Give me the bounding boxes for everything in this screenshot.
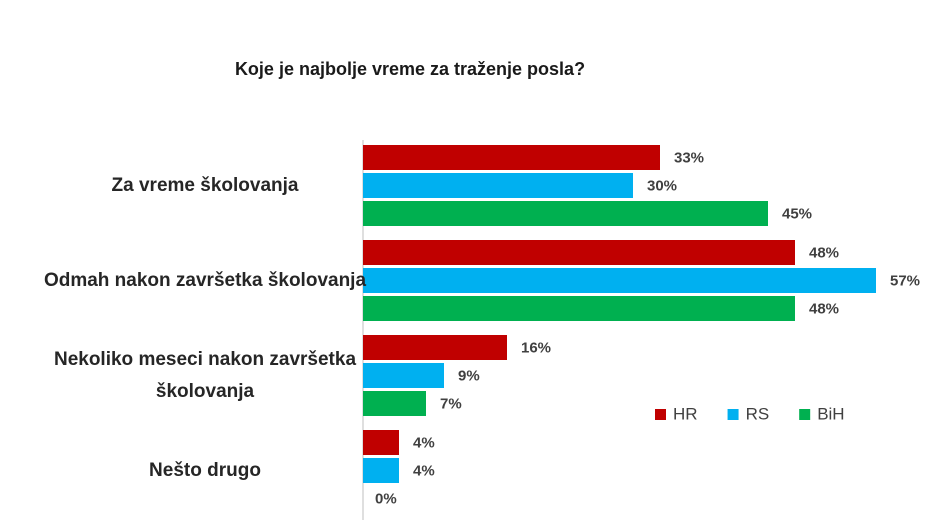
value-label: 30% xyxy=(647,177,677,194)
bar xyxy=(363,173,633,198)
bar xyxy=(363,268,876,293)
legend-swatch xyxy=(799,409,811,420)
legend-label: HR xyxy=(673,404,698,423)
bar xyxy=(363,335,507,360)
bar xyxy=(363,296,795,321)
bar xyxy=(363,391,426,416)
category-label: Nekoliko meseci nakon završetka školovan… xyxy=(53,348,357,402)
legend-swatch xyxy=(655,409,666,420)
value-label: 48% xyxy=(809,244,839,261)
category-label: Za vreme školovanja xyxy=(111,174,299,196)
bar xyxy=(363,240,795,265)
legend-label: BiH xyxy=(817,404,844,423)
legend-label: RS xyxy=(746,404,770,423)
value-label: 45% xyxy=(782,205,812,222)
category-label: Odmah nakon završetka školovanja xyxy=(43,269,367,291)
value-label: 7% xyxy=(440,395,462,412)
bar xyxy=(363,145,660,170)
value-label: 16% xyxy=(521,339,551,356)
value-label: 48% xyxy=(809,300,839,317)
bar xyxy=(363,201,768,226)
value-label: 0% xyxy=(375,490,397,507)
bar xyxy=(363,458,399,483)
value-label: 9% xyxy=(458,367,480,384)
bar xyxy=(363,430,399,455)
chart-title: Koje je najbolje vreme za traženje posla… xyxy=(235,59,585,79)
category-label: Nešto drugo xyxy=(149,459,261,481)
value-label: 4% xyxy=(413,462,435,479)
value-label: 33% xyxy=(674,149,704,166)
bar xyxy=(363,363,444,388)
legend-swatch xyxy=(727,409,739,420)
value-label: 4% xyxy=(413,434,435,451)
value-label: 57% xyxy=(890,272,920,289)
